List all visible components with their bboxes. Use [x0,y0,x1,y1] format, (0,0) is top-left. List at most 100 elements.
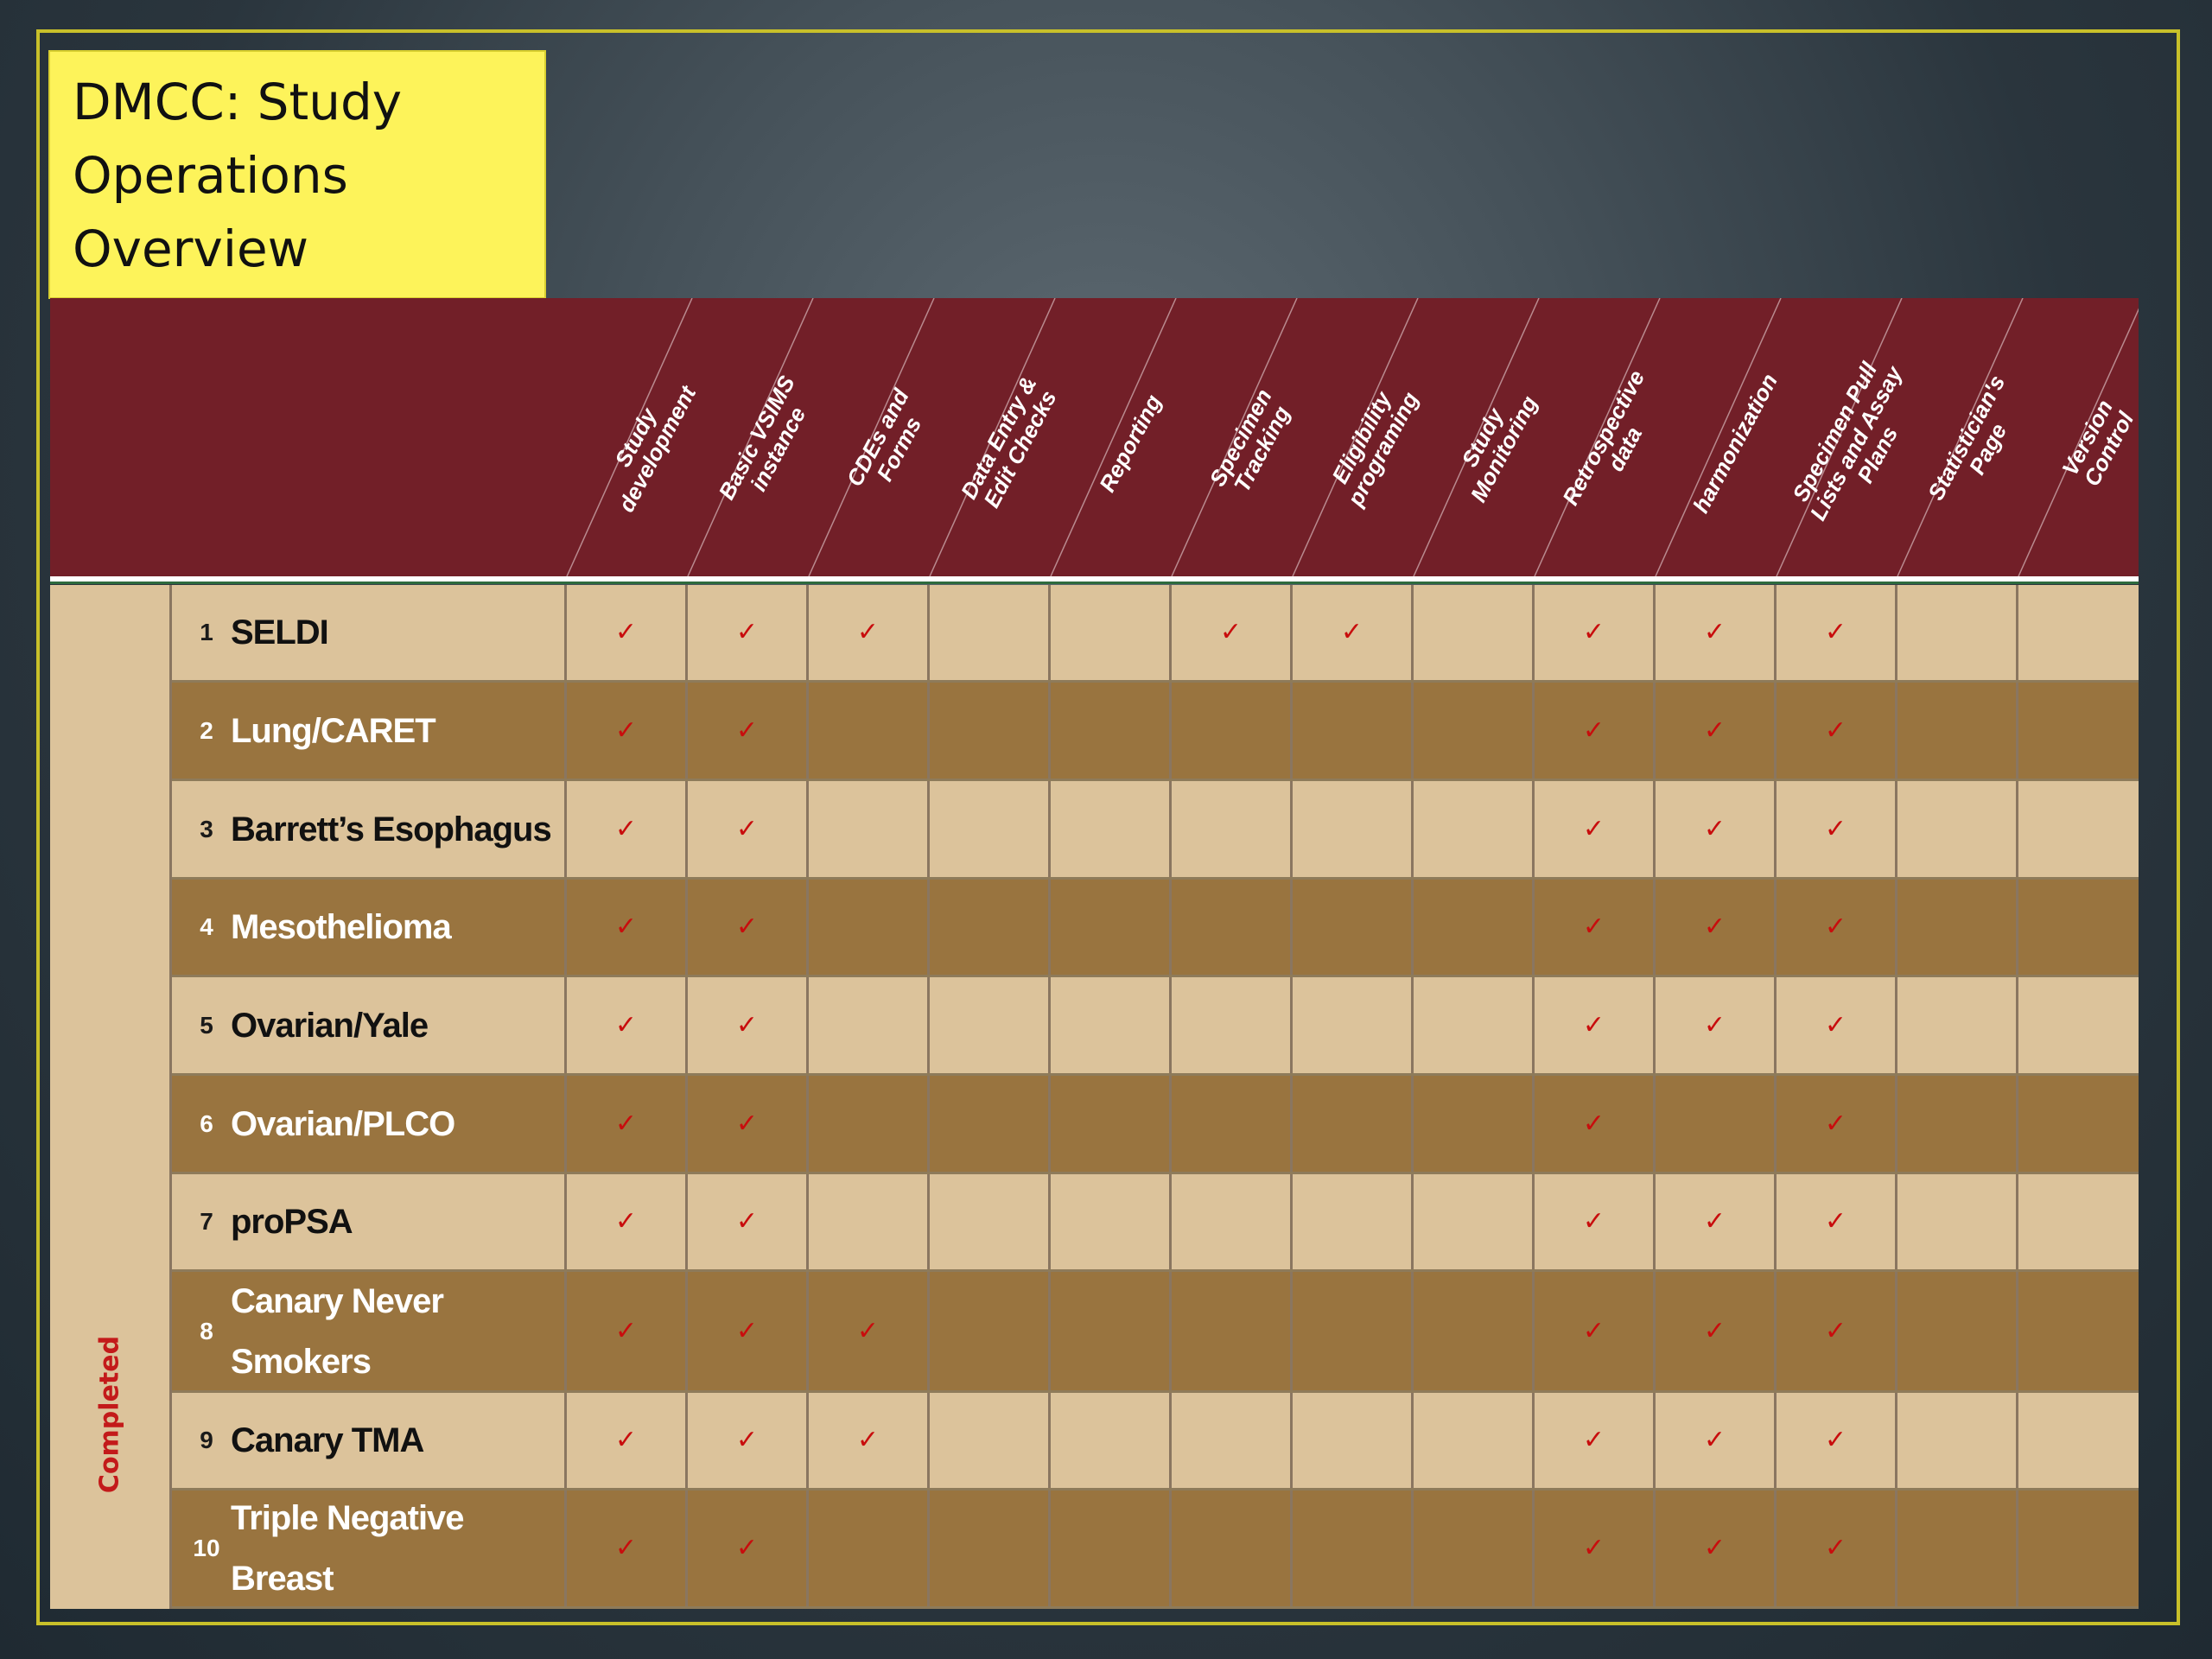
status-cell [809,1174,930,1269]
status-cell: ✓ [688,1076,809,1172]
checkmark-icon: ✓ [856,1315,880,1346]
status-cell: ✓ [809,1393,930,1488]
study-name-cell: 1 SELDI [172,585,567,680]
status-cell: ✓ [1777,1393,1897,1488]
checkmark-icon: ✓ [1824,813,1847,844]
status-cell [1051,781,1172,877]
study-name-cell: 6 Ovarian/PLCO [172,1076,567,1172]
table-row: 3 Barrett’s Esophagus ✓ ✓ ✓ ✓ ✓ [172,781,2139,880]
status-cell [930,977,1051,1073]
study-name: Canary Never Smokers [231,1271,559,1392]
status-cell [1414,1076,1535,1172]
study-name-cell: 7 proPSA [172,1174,567,1269]
status-cell [1051,1174,1172,1269]
checkmark-icon: ✓ [1703,1315,1726,1346]
status-cell [930,1076,1051,1172]
status-cell [809,977,930,1073]
status-cell [930,683,1051,779]
checkmark-icon: ✓ [735,1206,759,1236]
status-cell: ✓ [688,683,809,779]
status-cell: ✓ [1535,1491,1656,1606]
slide-border [36,29,2180,1625]
slide-title-line-2: Operations [73,146,348,205]
status-cell: ✓ [688,1393,809,1488]
row-number: 1 [200,619,213,645]
checkmark-icon: ✓ [1824,1533,1847,1563]
checkmark-icon: ✓ [1582,912,1605,942]
checkmark-icon: ✓ [735,912,759,942]
status-cell: ✓ [688,977,809,1073]
checkmark-icon: ✓ [1703,813,1726,844]
status-cell [1293,1174,1414,1269]
row-number: 2 [200,716,213,744]
header-separator [1413,298,1540,576]
study-name: Triple Negative Breast [231,1488,559,1609]
status-cell: ✓ [1535,880,1656,975]
status-cell [2018,1076,2139,1172]
status-cell: ✓ [1535,1174,1656,1269]
row-number: 10 [193,1535,220,1561]
study-name: Lung/CARET [231,701,559,761]
status-cell [1897,683,2018,779]
checkmark-icon: ✓ [1703,1425,1726,1455]
checkmark-icon: ✓ [614,813,638,844]
study-name: Ovarian/PLCO [231,1094,559,1154]
status-cell: ✓ [1656,1174,1777,1269]
study-name: SELDI [231,602,559,663]
status-cell [930,585,1051,680]
status-cell: ✓ [1777,781,1897,877]
checkmark-icon: ✓ [1824,1108,1847,1139]
status-cell [930,1491,1051,1606]
status-cell: ✓ [1777,880,1897,975]
status-cell: ✓ [567,1076,688,1172]
status-cell [1897,1272,2018,1390]
checkmark-icon: ✓ [1582,1108,1605,1139]
status-cell: ✓ [809,1272,930,1390]
header-separator [929,298,1056,576]
checkmark-icon: ✓ [614,715,638,746]
status-cell: ✓ [1777,1174,1897,1269]
status-cell: ✓ [1777,585,1897,680]
study-name-cell: 5 Ovarian/Yale [172,977,567,1073]
checkmark-icon: ✓ [735,1425,759,1455]
group-column: Completed [50,585,172,1609]
status-cell [809,880,930,975]
status-cell [1414,683,1535,779]
status-cell [930,1174,1051,1269]
checkmark-icon: ✓ [1703,1533,1726,1563]
status-cell [1293,880,1414,975]
status-cell: ✓ [688,1174,809,1269]
status-cell [1051,1393,1172,1488]
status-cell [930,1393,1051,1488]
table-row: 5 Ovarian/Yale ✓ ✓ ✓ ✓ ✓ [172,977,2139,1076]
status-cell [1172,977,1293,1073]
status-cell: ✓ [1535,585,1656,680]
checkmark-icon: ✓ [614,1533,638,1563]
status-cell [930,880,1051,975]
row-number: 3 [200,815,213,842]
status-cell: ✓ [1777,683,1897,779]
checkmark-icon: ✓ [1824,1425,1847,1455]
status-cell: ✓ [1777,977,1897,1073]
checkmark-icon: ✓ [1219,617,1243,647]
status-cell [1172,1491,1293,1606]
status-cell: ✓ [567,1272,688,1390]
header-separator [808,298,935,576]
column-header: Reporting [1094,391,1166,497]
status-cell [2018,1491,2139,1606]
checkmark-icon: ✓ [1703,1206,1726,1236]
header-separator [1534,298,1661,576]
status-cell [930,1272,1051,1390]
study-name-line: Triple Negative [231,1499,465,1537]
status-cell [2018,977,2139,1073]
status-cell [1897,585,2018,680]
status-cell [1414,1491,1535,1606]
status-cell [1051,977,1172,1073]
study-name: Canary TMA [231,1410,559,1471]
